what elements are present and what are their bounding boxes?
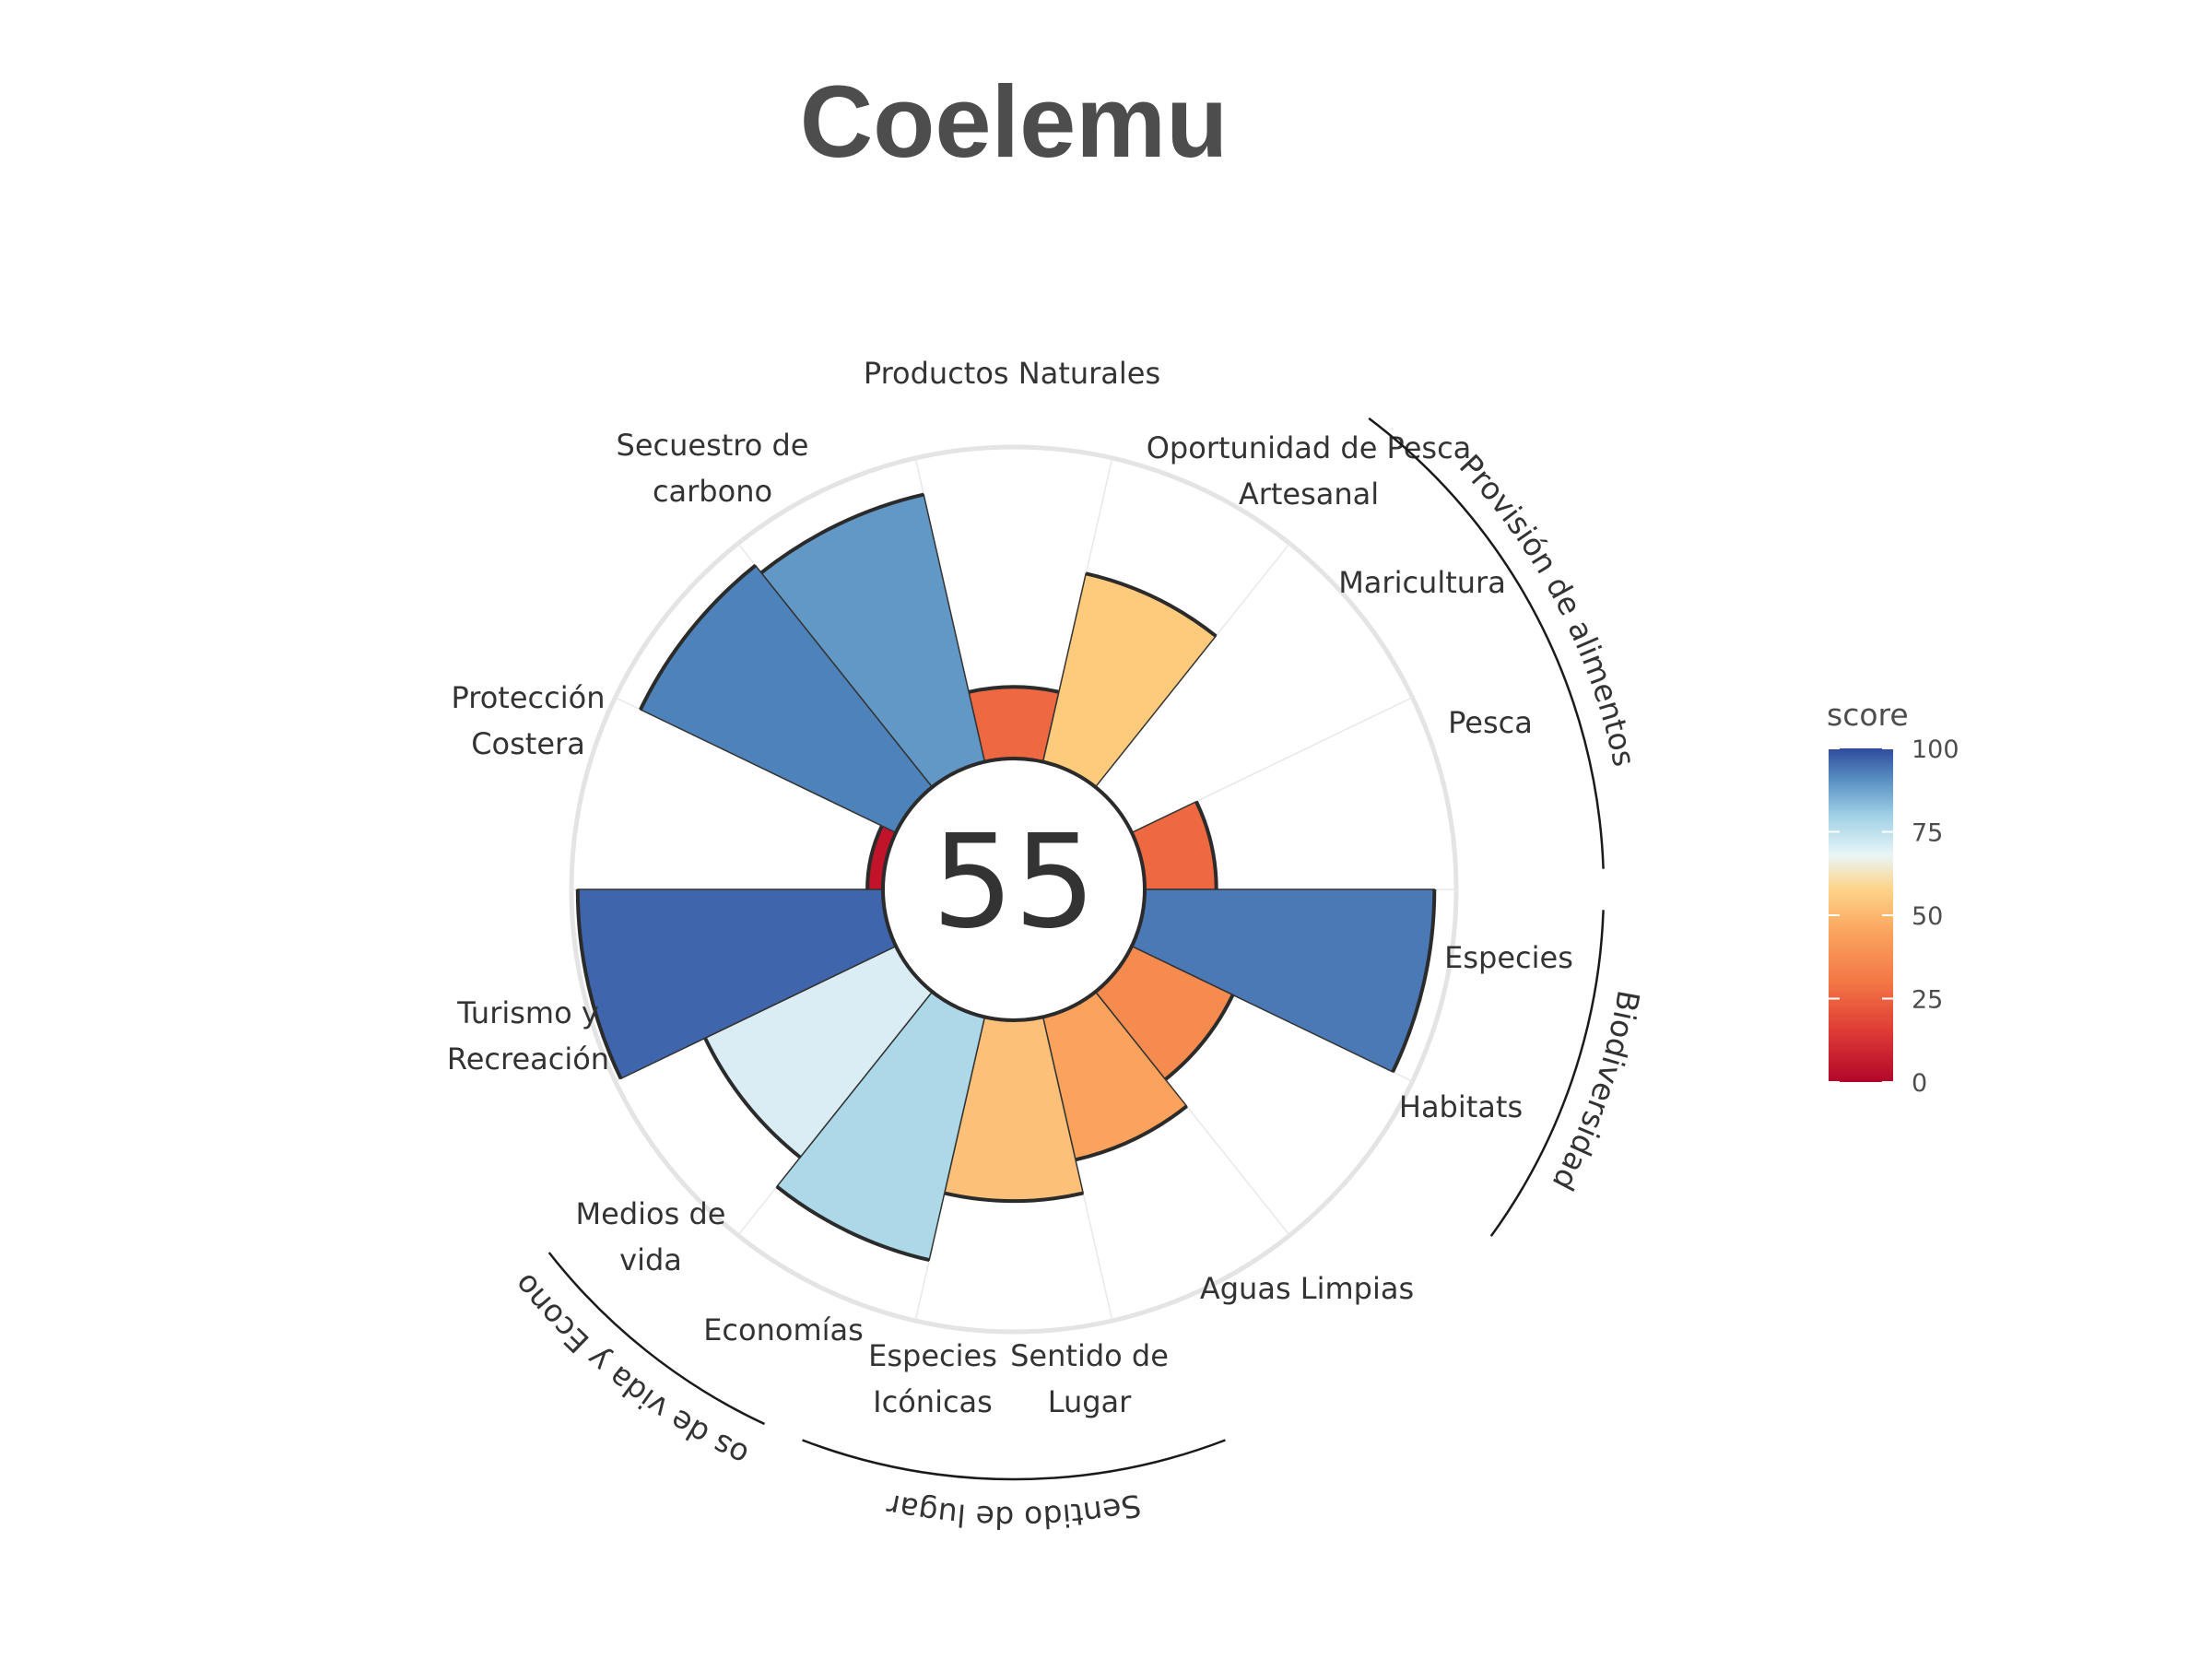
supra-arc-3 — [802, 1439, 1226, 1481]
supra-label-2: Biodiversidad — [1546, 988, 1647, 1197]
goal-label-9: Especies Icónicas — [868, 1338, 997, 1419]
supra-label-3: Sentido de lugar — [883, 1487, 1144, 1535]
petals — [575, 492, 1437, 1263]
petal-outline-1 — [968, 685, 1060, 694]
petal-outline-11 — [575, 888, 623, 1080]
petal-outline-5 — [1391, 888, 1437, 1073]
petal-outline-2 — [1085, 571, 1218, 638]
petal-outline-7 — [1075, 1104, 1188, 1162]
supra-arc-2 — [1489, 910, 1605, 1237]
petal-outline-9 — [775, 1184, 930, 1263]
petal-2 — [1041, 572, 1218, 789]
goal-label-7: Aguas Limpias — [1200, 1271, 1414, 1306]
goal-label-3: Maricultura — [1338, 565, 1506, 600]
goal-label-14: Secuestro de carbono — [617, 428, 809, 509]
goal-label-6: Habitats — [1399, 1089, 1523, 1124]
goal-label-5: Especies — [1444, 940, 1573, 975]
center-disc: 55 — [881, 757, 1147, 1022]
petal-outline-6 — [1164, 994, 1235, 1081]
legend-tick-label: 100 — [1912, 735, 1959, 764]
legend: score 100 75 50 25 0 — [1827, 697, 1959, 1098]
supra-arc-4 — [547, 1252, 766, 1426]
goal-label-12: Turismo y Recreación — [447, 995, 609, 1077]
chart-title: Coelemu — [800, 65, 1229, 179]
legend-tick-label: 25 — [1912, 986, 1943, 1015]
legend-tick-label: 50 — [1912, 902, 1943, 931]
goal-labels: Productos Naturales Oportunidad de Pesca A… — [447, 356, 1573, 1419]
goal-label-4: Pesca — [1448, 705, 1533, 740]
goal-label-13: Protección Costera — [452, 680, 606, 761]
goal-label-8: Sentido de Lugar — [1010, 1338, 1169, 1419]
goal-label-11: Medios de vida — [576, 1196, 726, 1277]
legend-tick-label: 0 — [1912, 1069, 1927, 1098]
goal-label-1: Productos Naturales — [864, 356, 1160, 391]
goal-label-10: Economías — [703, 1312, 864, 1347]
petal-outline-13 — [639, 563, 757, 711]
overall-score: 55 — [932, 807, 1096, 958]
legend-title: score — [1827, 697, 1909, 733]
petal-outline-10 — [703, 1037, 802, 1159]
supra-arc-1 — [1368, 417, 1605, 869]
goal-label-2: Oportunidad de Pesca Artesanal — [1147, 430, 1472, 512]
petal-outline-8 — [944, 1191, 1084, 1204]
petal-outline-14 — [759, 492, 924, 574]
petal-outline-4 — [1194, 800, 1218, 890]
petal-outline-12 — [865, 825, 884, 890]
legend-ticks: 100 75 50 25 0 — [1829, 735, 1959, 1098]
legend-tick-label: 75 — [1912, 819, 1943, 848]
